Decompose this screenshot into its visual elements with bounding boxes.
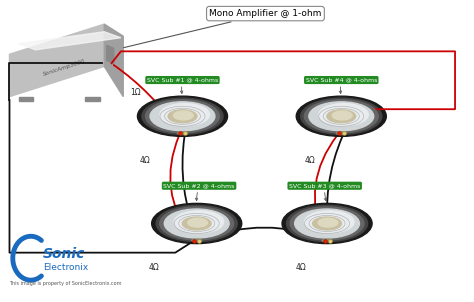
Ellipse shape (332, 111, 352, 120)
Ellipse shape (156, 205, 237, 242)
Ellipse shape (160, 207, 234, 240)
Text: SVC Sub #3 @ 4-ohms: SVC Sub #3 @ 4-ohms (289, 183, 360, 201)
Text: Sonic: Sonic (43, 247, 85, 261)
Ellipse shape (152, 203, 242, 244)
Ellipse shape (178, 132, 187, 135)
Text: This image is property of SonicElectronix.com: This image is property of SonicElectroni… (9, 281, 122, 286)
Ellipse shape (182, 217, 211, 230)
Text: 4Ω: 4Ω (305, 156, 316, 165)
Ellipse shape (304, 211, 354, 233)
Text: Mono Amplifier @ 1-ohm: Mono Amplifier @ 1-ohm (124, 9, 322, 48)
Text: 4Ω: 4Ω (296, 263, 306, 272)
Ellipse shape (192, 239, 201, 242)
Polygon shape (104, 24, 123, 97)
Ellipse shape (168, 110, 197, 123)
Text: 4Ω: 4Ω (149, 263, 159, 272)
Ellipse shape (296, 96, 386, 137)
Polygon shape (19, 97, 33, 101)
Ellipse shape (164, 209, 229, 238)
Ellipse shape (327, 110, 356, 123)
Ellipse shape (173, 111, 193, 120)
Ellipse shape (150, 102, 215, 131)
Ellipse shape (137, 96, 228, 137)
Text: 4Ω: 4Ω (139, 156, 150, 165)
Ellipse shape (322, 239, 332, 242)
Ellipse shape (313, 217, 341, 230)
Ellipse shape (301, 98, 382, 134)
Ellipse shape (290, 207, 364, 240)
Ellipse shape (309, 102, 374, 131)
Ellipse shape (282, 203, 372, 244)
Ellipse shape (174, 211, 224, 233)
Ellipse shape (146, 100, 219, 133)
Text: SonicAmp3000: SonicAmp3000 (42, 59, 86, 77)
Polygon shape (9, 24, 104, 97)
Polygon shape (107, 45, 114, 63)
Ellipse shape (188, 218, 208, 227)
Ellipse shape (337, 132, 346, 135)
Ellipse shape (319, 104, 368, 126)
Polygon shape (85, 97, 100, 101)
Ellipse shape (286, 205, 368, 242)
Text: 1Ω: 1Ω (130, 88, 140, 97)
Ellipse shape (295, 209, 359, 238)
Ellipse shape (160, 104, 210, 126)
Text: SVC Sub #1 @ 4-ohms: SVC Sub #1 @ 4-ohms (147, 78, 218, 93)
Text: Electronix: Electronix (43, 263, 88, 272)
Ellipse shape (318, 218, 338, 227)
Text: SVC Sub #4 @ 4-ohms: SVC Sub #4 @ 4-ohms (306, 78, 377, 93)
Ellipse shape (304, 100, 378, 133)
Polygon shape (9, 24, 123, 66)
Ellipse shape (142, 98, 223, 134)
Text: SVC Sub #2 @ 4-ohms: SVC Sub #2 @ 4-ohms (164, 183, 235, 201)
Polygon shape (19, 32, 121, 50)
